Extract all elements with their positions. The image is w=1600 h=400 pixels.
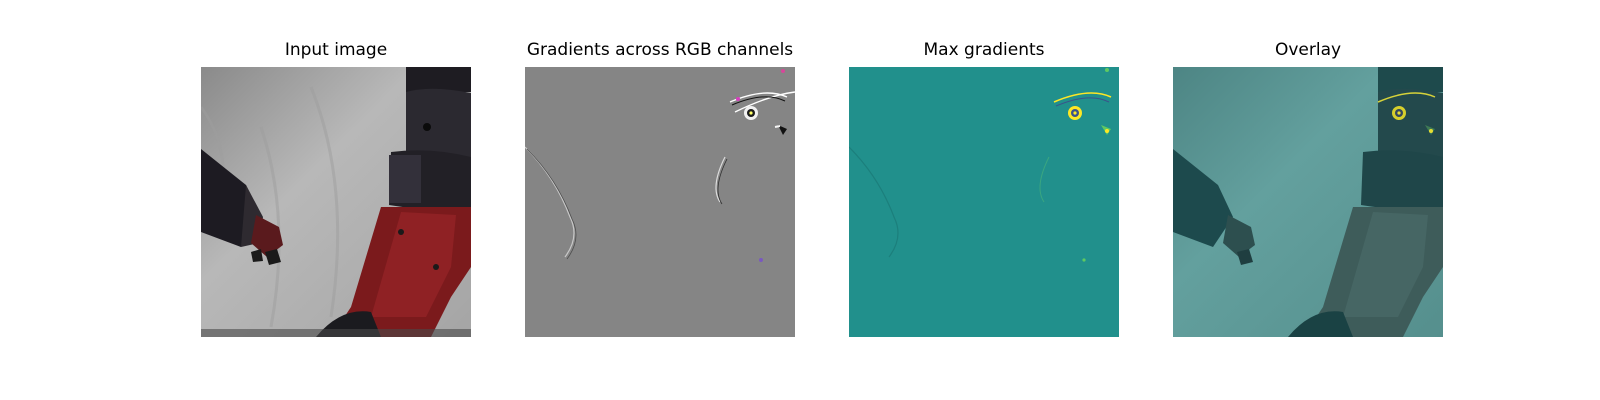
max-gradients-image: [849, 67, 1119, 337]
panel-title: Overlay: [1274, 40, 1342, 60]
overlay-image: [1173, 67, 1443, 337]
gradients-rgb-image: [525, 67, 795, 337]
panel-title: Gradients across RGB channels: [526, 40, 794, 60]
panel-title: Max gradients: [923, 40, 1045, 60]
input-image: [201, 67, 471, 337]
panel-title: Input image: [284, 40, 388, 60]
